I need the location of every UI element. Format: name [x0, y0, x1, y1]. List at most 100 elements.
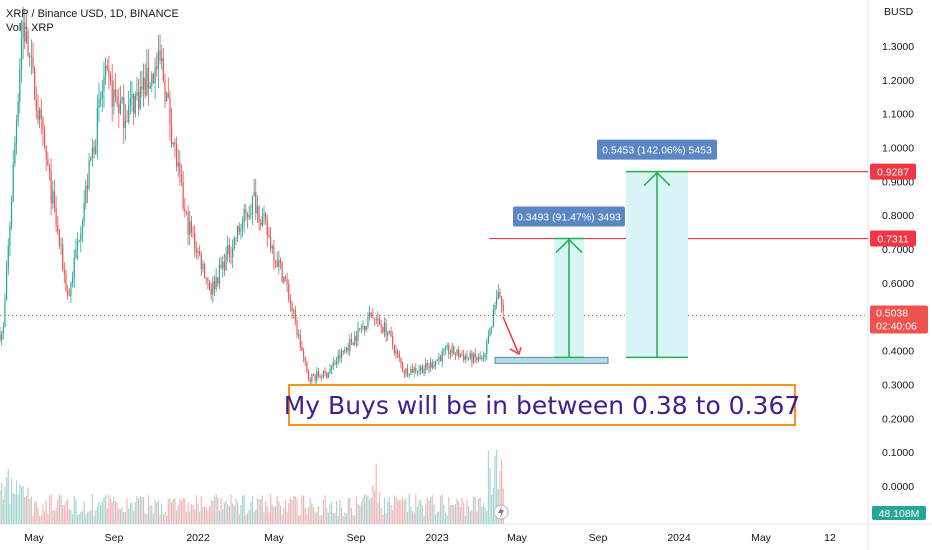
candle-body: [477, 356, 480, 361]
candle-body: [278, 260, 280, 267]
candle-body: [139, 86, 141, 109]
volume-bar: [349, 497, 351, 524]
candle-body: [179, 162, 181, 174]
volume-bar: [55, 508, 57, 524]
volume-bar: [141, 496, 143, 524]
volume-bar: [466, 500, 468, 524]
candle-body: [70, 283, 72, 297]
volume-bar: [359, 505, 361, 524]
candle-body: [73, 258, 75, 279]
volume-bar: [481, 506, 483, 524]
volume-bar: [250, 502, 252, 524]
volume-bar: [58, 494, 60, 524]
volume-bar: [100, 505, 102, 524]
volume-bar: [235, 498, 237, 524]
volume-bar: [1, 483, 3, 524]
candle-body: [240, 229, 242, 232]
candle-body: [263, 213, 265, 217]
candle-body: [400, 358, 402, 364]
volume-bar: [501, 459, 503, 524]
volume-bar: [340, 508, 343, 524]
candle-body: [397, 350, 399, 354]
candle-body: [255, 191, 257, 214]
volume-bar: [243, 494, 245, 524]
candle-body: [274, 260, 277, 262]
candle-body: [24, 22, 26, 42]
volume-bar: [175, 510, 178, 524]
volume-bar: [7, 468, 9, 524]
volume-bar: [238, 514, 240, 524]
measure-label-text: 0.3493 (91.47%) 3493: [517, 212, 621, 224]
candle-body: [167, 93, 169, 98]
volume-bar: [276, 495, 278, 524]
candle-body: [279, 260, 282, 263]
candle-body: [256, 206, 258, 214]
candle-body: [78, 240, 80, 242]
candle-body: [19, 69, 21, 102]
candle-body: [469, 352, 471, 358]
candle-body: [316, 371, 318, 381]
volume-bar: [159, 514, 161, 524]
lightning-icon-glyph: [498, 506, 504, 518]
candle-body: [426, 363, 428, 367]
candle-body: [402, 363, 404, 372]
candle-body: [410, 368, 412, 375]
volume-bar: [146, 514, 148, 524]
volume-bar: [124, 512, 126, 524]
candle-body: [268, 235, 270, 237]
candle-body: [364, 325, 366, 331]
volume-bar: [230, 494, 232, 524]
volume-bar: [108, 494, 110, 524]
volume-bar: [453, 505, 455, 524]
volume-bar: [444, 512, 447, 524]
candle-body: [197, 251, 199, 253]
candle-body: [398, 353, 400, 359]
candle-body: [80, 233, 82, 241]
volume-bar: [474, 496, 476, 524]
candle-body: [63, 270, 65, 274]
volume-bar: [72, 514, 74, 524]
candle-body: [370, 312, 372, 316]
volume-bar: [331, 501, 333, 524]
candle-body: [438, 357, 440, 360]
measure-label-box: [597, 139, 717, 160]
candle-body: [491, 327, 493, 329]
candle-body: [443, 349, 445, 352]
candle-body: [136, 92, 138, 96]
volume-bar: [486, 511, 488, 524]
volume-bar: [369, 499, 371, 524]
volume-bar: [205, 507, 207, 524]
volume-bar: [307, 507, 310, 524]
volume-bar: [383, 497, 386, 524]
volume-bar: [223, 502, 225, 524]
candle-body: [62, 244, 64, 271]
candle-body: [68, 295, 70, 297]
candle-body: [128, 104, 130, 122]
volume-bar: [489, 468, 491, 524]
candle-body: [385, 322, 387, 336]
candle-body: [375, 319, 377, 321]
volume-bar: [241, 496, 244, 524]
candle-body: [22, 22, 24, 39]
candle-body: [218, 264, 221, 284]
volume-bar: [306, 514, 308, 524]
candle-body: [420, 366, 422, 370]
volume-bar: [106, 508, 108, 524]
volume-bar: [375, 463, 377, 524]
volume-bar: [477, 498, 480, 524]
candle-body: [113, 89, 115, 107]
volume-bar: [468, 506, 470, 524]
volume-bar: [322, 500, 324, 524]
volume-bar: [91, 494, 93, 524]
currency-label: BUSD: [884, 6, 914, 18]
volume-bar: [68, 509, 70, 524]
volume-bar: [194, 509, 196, 524]
volume-bar: [67, 499, 69, 524]
candle-body: [159, 50, 161, 61]
volume-bar: [65, 501, 67, 524]
candle-body: [146, 67, 148, 96]
buy-zone-rect: [494, 356, 609, 364]
candle-body: [162, 57, 164, 81]
candle-body: [293, 310, 295, 312]
